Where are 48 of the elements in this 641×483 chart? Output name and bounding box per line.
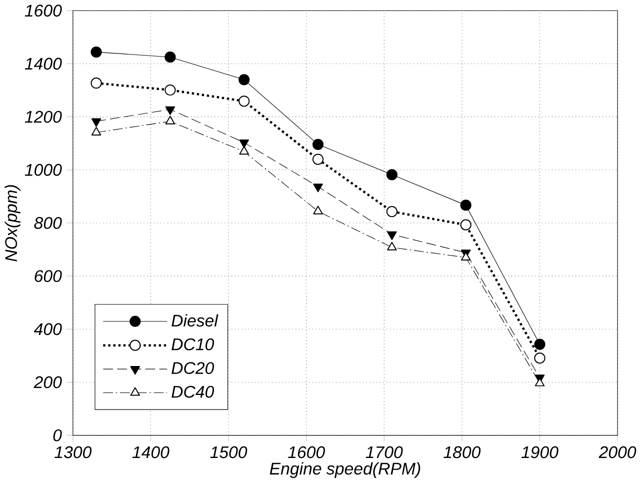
point (460, 252, 471, 261)
legend-label: Diesel (172, 314, 218, 327)
y-tick-label: 1200 (24, 111, 62, 123)
point (386, 169, 398, 180)
point (534, 352, 546, 364)
y-tick-label: 0 (53, 430, 62, 442)
point (164, 52, 176, 63)
point (312, 139, 324, 150)
legend-label: DC10 (172, 338, 214, 350)
y-tick-label: 600 (34, 270, 62, 282)
point (313, 206, 323, 214)
point (90, 46, 102, 58)
point (91, 127, 102, 136)
y-tick-label: 1000 (24, 164, 62, 176)
point (460, 200, 472, 211)
legend-label: DC40 (172, 386, 214, 398)
x-tick-label: 1900 (521, 446, 558, 458)
point (313, 184, 323, 192)
y-tick-label: 1400 (24, 58, 62, 70)
y-tick-label: 200 (34, 376, 62, 388)
y-tick-label: 800 (34, 217, 62, 230)
point (165, 116, 176, 125)
point (534, 338, 546, 350)
x-tick-label: 1700 (366, 446, 403, 458)
point (238, 96, 250, 107)
x-tick-label: 2000 (598, 446, 636, 458)
point (239, 140, 249, 148)
x-tick-label: 1600 (288, 446, 325, 458)
point (238, 74, 250, 86)
legend-label: DC20 (172, 362, 214, 374)
y-tick-label: 1600 (24, 4, 62, 17)
x-tick-label: 1300 (54, 446, 92, 458)
x-tick-label: 1400 (132, 446, 170, 458)
x-tick-label: 1500 (210, 446, 248, 458)
point (239, 146, 249, 155)
y-tick-label: 400 (34, 323, 62, 336)
x-tick-label: 1800 (444, 446, 481, 458)
x-axis-title: Engine speed(RPM) (270, 462, 420, 478)
point (386, 206, 398, 218)
point (460, 219, 472, 231)
y-axis-title: NOx(ppm) (4, 185, 20, 262)
point (312, 154, 324, 166)
point (387, 232, 397, 240)
point (387, 242, 397, 251)
point (90, 78, 102, 89)
point (165, 106, 176, 116)
point (164, 84, 176, 96)
point (91, 118, 102, 128)
